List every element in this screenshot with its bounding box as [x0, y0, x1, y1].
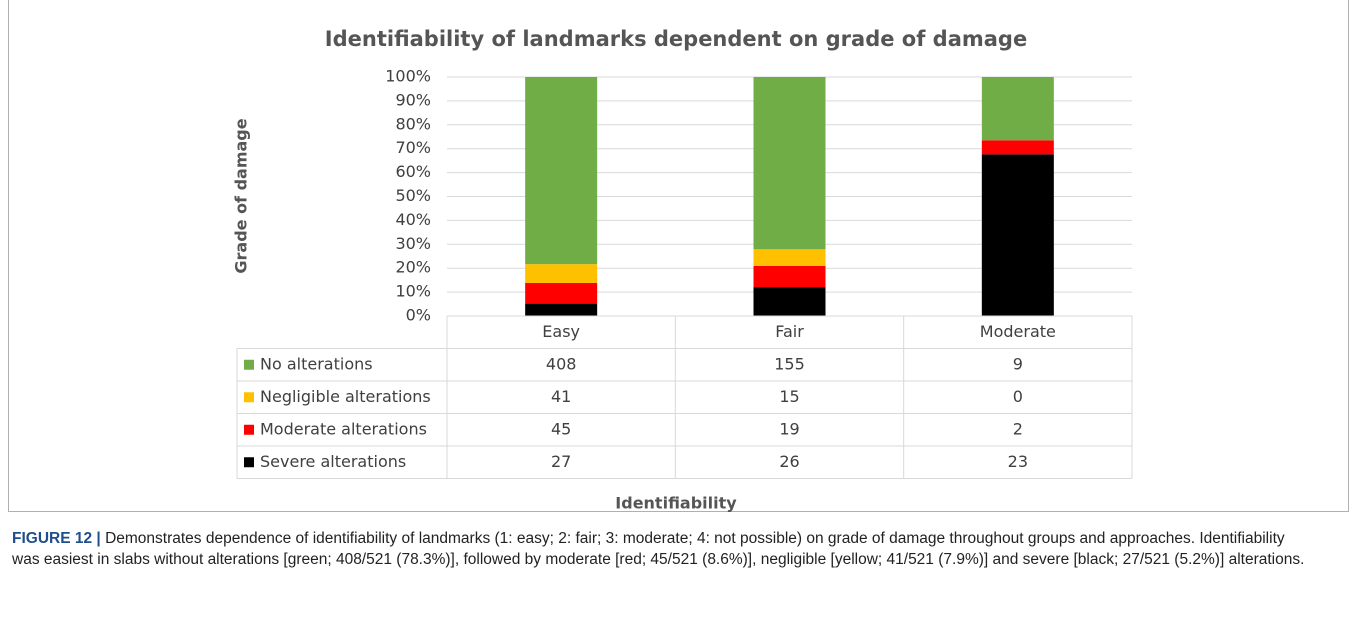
table-value: 23: [1008, 452, 1028, 471]
bar-segment: [753, 77, 826, 250]
legend-swatch: [244, 359, 254, 370]
table-value: 0: [1013, 387, 1023, 406]
y-tick-label: 40%: [395, 210, 431, 229]
table-value: 19: [779, 419, 799, 438]
x-axis-label: Identifiability: [615, 494, 737, 513]
chart-title: Identifiability of landmarks dependent o…: [325, 27, 1027, 51]
table-value: 15: [779, 387, 799, 406]
x-tick-label: Easy: [542, 322, 580, 341]
caption-label: FIGURE 12 |: [12, 530, 101, 547]
bar-segment: [981, 140, 1054, 155]
y-tick-label: 90%: [395, 90, 431, 109]
figure-frame: [8, 0, 1349, 512]
legend-swatch: [244, 457, 254, 468]
y-tick-label: 80%: [395, 114, 431, 133]
legend-label: Severe alterations: [260, 452, 406, 471]
legend-label: Negligible alterations: [260, 387, 431, 406]
table-value: 155: [774, 354, 805, 373]
y-tick-label: 20%: [395, 258, 431, 277]
y-tick-label: 30%: [395, 234, 431, 253]
x-tick-label: Moderate: [980, 322, 1056, 341]
y-tick-label: 100%: [385, 67, 431, 86]
bar-segment: [525, 282, 598, 304]
table-value: 408: [546, 354, 577, 373]
bar-segment: [981, 77, 1054, 141]
table-value: 27: [551, 452, 571, 471]
y-tick-label: 0%: [406, 306, 431, 325]
table-value: 9: [1013, 354, 1023, 373]
y-tick-label: 10%: [395, 282, 431, 301]
y-axis-label: Grade of damage: [232, 118, 251, 273]
y-tick-label: 50%: [395, 186, 431, 205]
bar-segment: [753, 287, 826, 316]
table-value: 26: [779, 452, 799, 471]
chart: Identifiability of landmarks dependent o…: [232, 27, 1133, 513]
table-value: 45: [551, 419, 571, 438]
bar-segment: [525, 303, 598, 316]
legend-label: No alterations: [260, 354, 373, 373]
x-tick-label: Fair: [775, 322, 804, 341]
legend-swatch: [244, 392, 254, 403]
bar-segment: [753, 265, 826, 288]
caption-text: Demonstrates dependence of identifiabili…: [12, 530, 1305, 568]
y-tick-label: 60%: [395, 162, 431, 181]
bar-segment: [525, 77, 598, 265]
bar-segment: [525, 264, 598, 283]
bar-segment: [981, 154, 1054, 316]
bar-segment: [753, 249, 826, 266]
table-value: 41: [551, 387, 571, 406]
legend-swatch: [244, 424, 254, 435]
y-tick-label: 70%: [395, 138, 431, 157]
caption: FIGURE 12 | Demonstrates dependence of i…: [12, 528, 1312, 570]
table-value: 2: [1013, 419, 1023, 438]
legend-label: Moderate alterations: [260, 419, 427, 438]
